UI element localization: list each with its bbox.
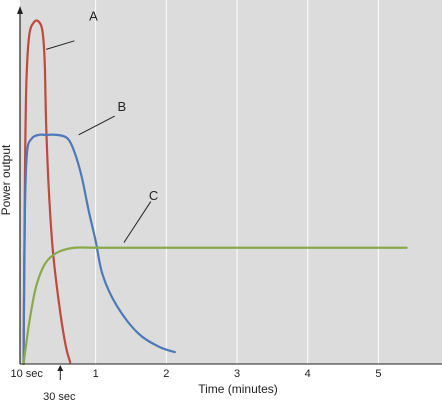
grid <box>95 0 379 364</box>
plot-background <box>20 0 442 364</box>
y-axis-title: Power output <box>0 144 13 215</box>
x-tick-label: 1 <box>93 368 99 380</box>
x-tick-label: 10 sec <box>11 368 44 380</box>
curve-c <box>22 246 408 366</box>
curve-a <box>22 19 72 366</box>
x-tick-label: 2 <box>163 368 169 380</box>
leader-line-b <box>78 115 115 136</box>
curve-b <box>22 133 176 366</box>
x-annotation-label: 30 sec <box>43 391 76 402</box>
leader-line-c <box>123 201 152 243</box>
axes <box>17 6 442 365</box>
x-ticks: 10 sec 1 2 3 4 5 30 sec <box>11 365 381 402</box>
curve-label-a: A <box>89 8 98 23</box>
x-annotation-arrow-head <box>57 365 64 371</box>
curve-labels: A B C <box>46 8 158 243</box>
x-tick-label: 4 <box>305 368 311 380</box>
x-tick-label: 3 <box>234 368 240 380</box>
x-axis-title: Time (minutes) <box>198 382 278 396</box>
y-axis-arrow <box>17 6 23 14</box>
curves <box>22 19 408 366</box>
x-tick-label: 5 <box>375 368 381 380</box>
curve-label-b: B <box>117 99 126 114</box>
curve-label-c: C <box>149 188 158 203</box>
leader-line-a <box>46 40 75 50</box>
